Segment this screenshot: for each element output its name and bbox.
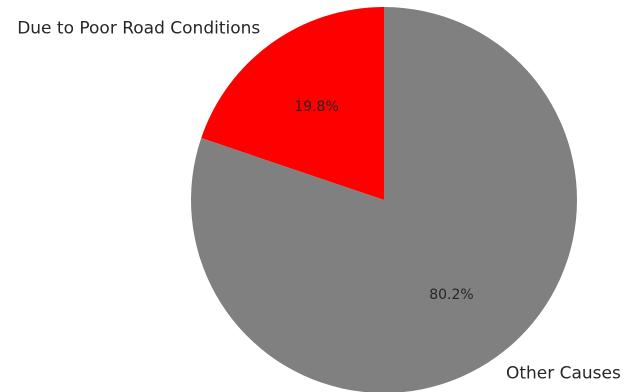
pie-category-label-0: Due to Poor Road Conditions bbox=[17, 18, 260, 38]
pie-slice-0 bbox=[201, 7, 384, 200]
pie-pct-label-0: 19.8% bbox=[294, 99, 338, 115]
pie-pct-label-1: 80.2% bbox=[429, 287, 473, 303]
pie-slice-1 bbox=[191, 7, 577, 392]
pie-category-label-1: Other Causes bbox=[506, 364, 621, 384]
